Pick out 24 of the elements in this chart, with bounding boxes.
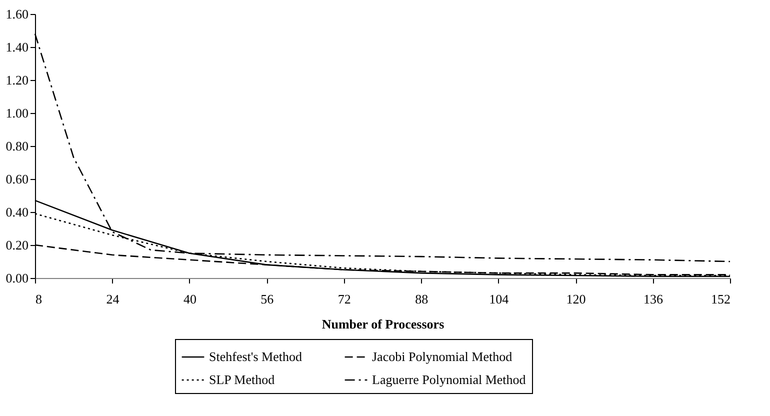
- y-tick-label: 1.00: [6, 106, 28, 120]
- y-tick-label: 0.80: [6, 138, 28, 154]
- y-tick-label: 0.40: [6, 204, 28, 220]
- y-tick-label: 0.20: [6, 238, 28, 252]
- legend-label: Jacobi Polynomial Method: [372, 349, 513, 364]
- y-tick-label: 1.60: [6, 6, 28, 22]
- legend-label: SLP Method: [209, 372, 276, 387]
- legend-label: Stehfest's Method: [209, 349, 302, 364]
- y-tick-label: 1.20: [6, 72, 28, 88]
- x-tick-label: 104: [489, 292, 510, 306]
- x-tick-label: 88: [415, 292, 428, 306]
- x-tick-label: 152: [711, 292, 730, 306]
- x-axis-title: Number of Processors: [322, 316, 444, 332]
- x-tick-label: 56: [260, 292, 274, 306]
- x-tick-label: 40: [183, 292, 196, 306]
- x-tick-label: 72: [338, 292, 351, 306]
- y-tick-label: 1.40: [6, 40, 28, 54]
- x-tick-label: 136: [644, 292, 664, 306]
- x-tick-label: 24: [106, 292, 120, 306]
- y-tick-label: 0.60: [6, 172, 28, 186]
- y-tick-label: 0.00: [6, 270, 28, 286]
- legend-label: Laguerre Polynomial Method: [372, 372, 526, 387]
- x-tick-label: 120: [566, 292, 586, 306]
- x-tick-label: 8: [36, 292, 42, 306]
